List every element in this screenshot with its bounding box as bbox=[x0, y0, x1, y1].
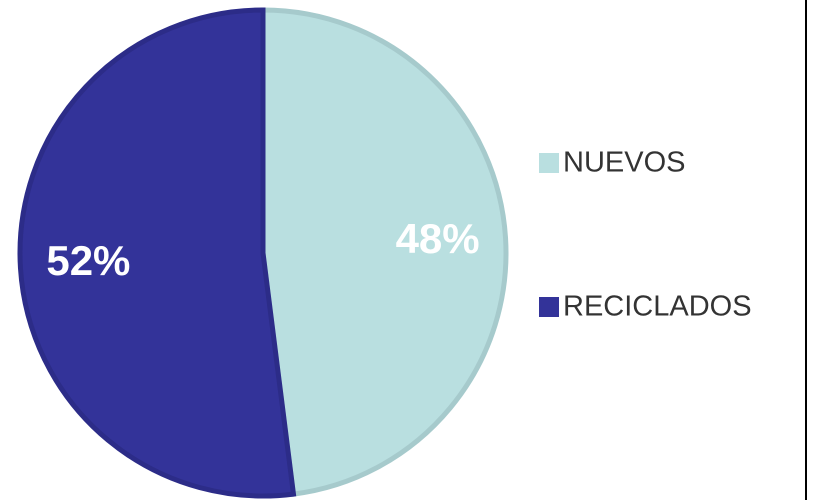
legend-swatch bbox=[539, 297, 559, 317]
legend-label: NUEVOS bbox=[563, 147, 685, 179]
legend-label: RECICLADOS bbox=[563, 291, 752, 323]
data-label: 48% bbox=[396, 215, 480, 262]
legend-swatch bbox=[539, 153, 559, 173]
data-label: 52% bbox=[46, 237, 130, 284]
pie-slice bbox=[260, 7, 509, 497]
pie-slice bbox=[17, 7, 297, 499]
